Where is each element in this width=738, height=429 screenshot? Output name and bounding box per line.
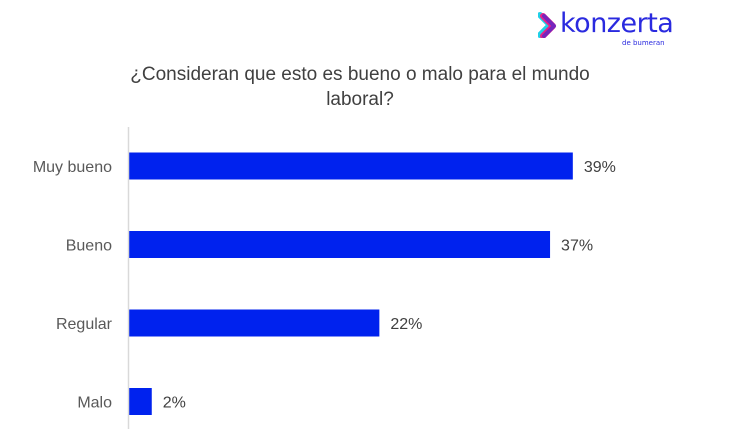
brand-subtitle: de bumeran (622, 39, 665, 47)
data-label: 37% (561, 238, 593, 255)
bar-bueno (129, 231, 551, 258)
konzerta-logo: konzerta de bumeran (538, 8, 678, 50)
bar-muy-bueno (129, 152, 573, 180)
bar-malo (129, 388, 152, 415)
data-label: 22% (390, 316, 422, 333)
category-label: Muy bueno (33, 159, 112, 176)
data-label: 39% (584, 159, 616, 176)
chart-title-line-1: ¿Consideran que esto es bueno o malo par… (130, 64, 590, 85)
category-label: Malo (77, 395, 112, 412)
category-label: Regular (56, 316, 113, 333)
data-label: 2% (163, 395, 186, 412)
bar-regular (129, 309, 380, 337)
chart-title: ¿Consideran que esto es bueno o malo par… (60, 62, 660, 112)
category-label: Bueno (66, 238, 112, 255)
chevron-logo-icon (538, 12, 556, 38)
brand-name: konzerta (560, 8, 674, 39)
chart-title-line-2: laboral? (326, 89, 394, 110)
